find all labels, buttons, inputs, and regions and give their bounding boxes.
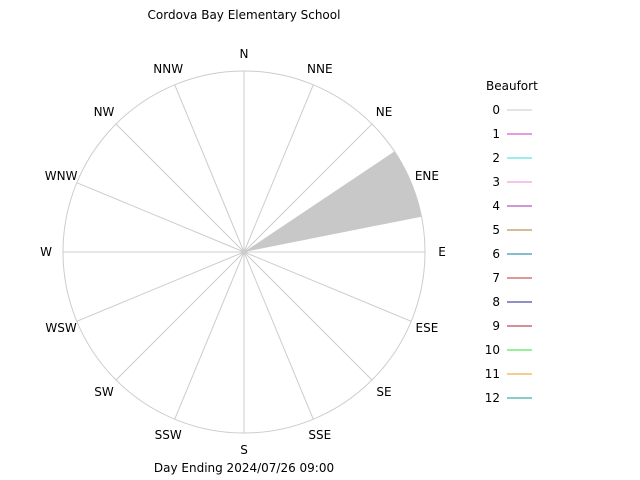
legend-label: 5 (492, 223, 500, 237)
spoke-nne (243, 84, 314, 253)
legend-label: 2 (492, 151, 500, 165)
direction-label-sw: SW (94, 385, 114, 399)
direction-label-ne: NE (376, 105, 393, 119)
spoke-ese (243, 251, 412, 322)
direction-label-nw: NW (94, 105, 115, 119)
wedge-ene (244, 151, 422, 252)
spoke-ne (243, 123, 373, 253)
spoke-ssw (174, 251, 245, 420)
legend-label: 8 (492, 295, 500, 309)
rose-wedges (244, 151, 422, 252)
legend-label: 6 (492, 247, 500, 261)
spoke-se (243, 251, 373, 381)
direction-label-sse: SSE (308, 428, 331, 442)
direction-label-ssw: SSW (155, 428, 182, 442)
direction-label-s: S (240, 443, 248, 457)
legend-title: Beaufort (486, 79, 538, 93)
legend-label: 4 (492, 199, 500, 213)
direction-label-w: W (40, 245, 52, 259)
legend-label: 1 (492, 127, 500, 141)
legend-label: 9 (492, 319, 500, 333)
direction-label-e: E (438, 245, 446, 259)
direction-label-nne: NNE (307, 62, 333, 76)
legend-label: 0 (492, 103, 500, 117)
spoke-sw (115, 251, 245, 381)
legend-label: 7 (492, 271, 500, 285)
legend-label: 11 (485, 367, 500, 381)
direction-labels: N NNE NE ENE E ESE SE SSE S SSW SW WSW W WNW NW NNW (40, 47, 446, 457)
direction-label-nnw: NNW (153, 62, 183, 76)
spoke-nw (115, 123, 245, 253)
direction-label-wsw: WSW (45, 321, 76, 335)
direction-label-se: SE (376, 385, 391, 399)
direction-label-n: N (240, 47, 249, 61)
legend-label: 10 (485, 343, 500, 357)
chart-title: Cordova Bay Elementary School (148, 8, 341, 22)
direction-label-ese: ESE (416, 321, 439, 335)
direction-label-ene: ENE (415, 169, 439, 183)
direction-label-wnw: WNW (45, 169, 78, 183)
chart-footer: Day Ending 2024/07/26 09:00 (154, 461, 334, 475)
spoke-sse (243, 251, 314, 420)
spoke-nnw (174, 84, 245, 253)
spoke-wnw (76, 182, 245, 253)
legend-label: 12 (485, 391, 500, 405)
legend-label: 3 (492, 175, 500, 189)
spoke-wsw (76, 251, 245, 322)
